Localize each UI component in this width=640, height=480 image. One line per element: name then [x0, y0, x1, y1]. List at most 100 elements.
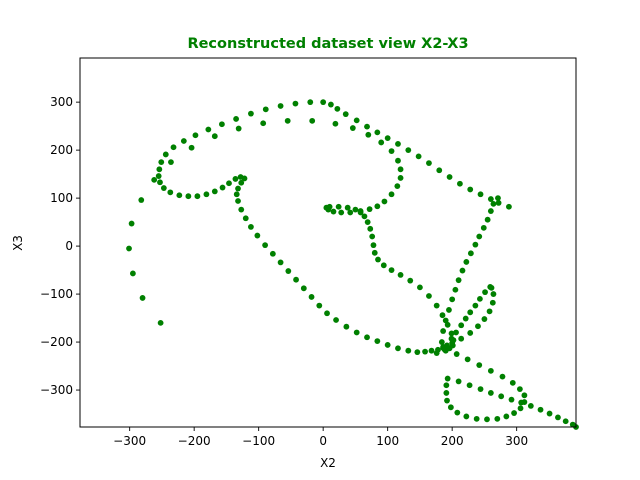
- data-point: [219, 121, 225, 128]
- data-point: [374, 338, 381, 345]
- data-point: [262, 242, 269, 249]
- data-point: [407, 277, 414, 284]
- data-point: [489, 299, 496, 306]
- data-point: [397, 271, 404, 278]
- data-point: [464, 356, 471, 363]
- data-point: [353, 117, 360, 124]
- data-point: [481, 316, 488, 322]
- data-point: [238, 206, 245, 213]
- data-point: [487, 208, 494, 214]
- data-point: [455, 378, 462, 385]
- y-tick-label: 200: [50, 143, 73, 157]
- data-point: [457, 180, 463, 187]
- data-point: [238, 179, 245, 186]
- data-point: [443, 382, 450, 389]
- data-point: [194, 193, 201, 200]
- data-point: [458, 335, 465, 342]
- data-point: [395, 140, 401, 147]
- data-point: [444, 321, 451, 328]
- data-point: [347, 209, 354, 216]
- data-point: [269, 250, 276, 257]
- data-point: [487, 367, 494, 374]
- data-point: [467, 186, 474, 193]
- data-point: [235, 125, 242, 132]
- x-tick-label: −200: [178, 434, 211, 448]
- data-point: [352, 206, 359, 213]
- data-point: [490, 291, 497, 297]
- data-point: [446, 307, 452, 313]
- data-point: [484, 416, 490, 423]
- data-point: [477, 295, 483, 302]
- data-point: [562, 418, 569, 425]
- data-point: [157, 319, 164, 326]
- data-point: [467, 309, 474, 316]
- data-point: [375, 256, 381, 263]
- y-tick-label: −100: [40, 287, 73, 301]
- data-point: [300, 285, 307, 292]
- data-point: [307, 99, 314, 106]
- data-point: [442, 347, 449, 354]
- data-point: [219, 184, 226, 191]
- data-point: [459, 267, 466, 274]
- data-point: [237, 174, 244, 180]
- data-point: [506, 203, 512, 210]
- data-point: [367, 225, 374, 232]
- x-tick-label: −300: [113, 434, 146, 448]
- data-point: [365, 131, 372, 138]
- data-point: [521, 392, 528, 399]
- data-point: [293, 276, 299, 283]
- data-point: [527, 402, 534, 409]
- data-point: [405, 347, 412, 354]
- data-point: [129, 270, 136, 277]
- data-point: [397, 175, 404, 181]
- data-point: [333, 317, 339, 323]
- data-point: [349, 125, 356, 131]
- data-point: [211, 188, 218, 195]
- data-point: [452, 286, 459, 293]
- data-point: [284, 117, 291, 124]
- x-tick-label: 200: [441, 434, 464, 448]
- data-point: [426, 293, 432, 299]
- data-point: [155, 173, 162, 179]
- data-point: [484, 216, 491, 223]
- x-tick-label: 100: [376, 434, 399, 448]
- data-point: [472, 302, 479, 309]
- x-tick-label: 0: [319, 434, 327, 448]
- data-point: [203, 191, 210, 198]
- data-point: [472, 241, 479, 248]
- data-point: [343, 323, 350, 330]
- data-point: [388, 267, 395, 273]
- data-point: [338, 209, 345, 216]
- data-point: [458, 322, 465, 329]
- data-point: [364, 219, 371, 226]
- data-point: [248, 110, 254, 117]
- data-point: [546, 410, 553, 417]
- data-point: [156, 166, 163, 173]
- data-point: [482, 289, 488, 296]
- data-point: [126, 245, 132, 252]
- data-point: [405, 147, 412, 154]
- data-point: [426, 160, 432, 166]
- data-point: [499, 373, 506, 380]
- data-point: [371, 249, 378, 256]
- data-point: [388, 148, 395, 154]
- data-point: [233, 191, 240, 198]
- data-point: [374, 203, 381, 210]
- data-point: [285, 268, 292, 274]
- data-point: [328, 101, 334, 108]
- data-point: [308, 294, 315, 300]
- data-point: [374, 129, 381, 136]
- data-point: [332, 120, 339, 127]
- data-point: [176, 192, 183, 199]
- data-point: [254, 232, 261, 239]
- data-point: [488, 284, 495, 291]
- x-axis: −300 −200 −100 0 100 200 300: [113, 427, 528, 448]
- data-point: [537, 406, 544, 413]
- data-point: [344, 204, 351, 211]
- data-point: [370, 242, 377, 249]
- data-point: [511, 410, 517, 416]
- data-point: [248, 224, 254, 230]
- data-point: [235, 198, 241, 204]
- data-point: [395, 345, 401, 352]
- y-axis-label: X3: [11, 235, 25, 251]
